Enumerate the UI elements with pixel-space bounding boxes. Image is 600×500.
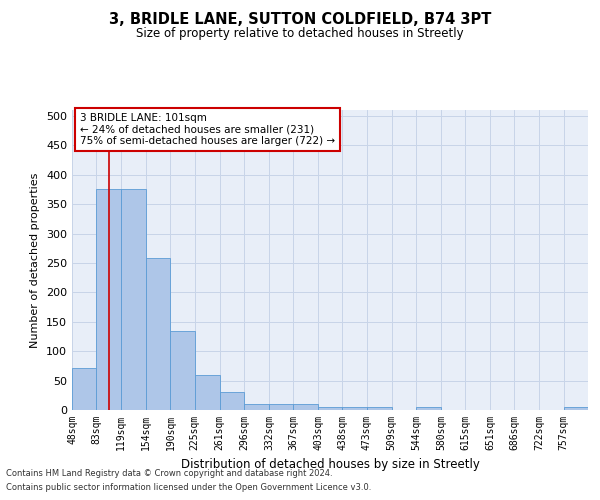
- Y-axis label: Number of detached properties: Number of detached properties: [31, 172, 40, 348]
- Bar: [416, 407, 441, 410]
- Text: 3 BRIDLE LANE: 101sqm
← 24% of detached houses are smaller (231)
75% of semi-det: 3 BRIDLE LANE: 101sqm ← 24% of detached …: [80, 113, 335, 146]
- Bar: [318, 407, 343, 410]
- Text: Size of property relative to detached houses in Streetly: Size of property relative to detached ho…: [136, 28, 464, 40]
- Bar: [72, 368, 96, 410]
- Bar: [343, 407, 367, 410]
- Bar: [146, 258, 170, 410]
- Bar: [195, 374, 220, 410]
- Bar: [244, 404, 269, 410]
- Bar: [564, 407, 588, 410]
- Text: Contains HM Land Registry data © Crown copyright and database right 2024.: Contains HM Land Registry data © Crown c…: [6, 468, 332, 477]
- Bar: [170, 330, 195, 410]
- Text: Contains public sector information licensed under the Open Government Licence v3: Contains public sector information licen…: [6, 484, 371, 492]
- Bar: [367, 407, 392, 410]
- X-axis label: Distribution of detached houses by size in Streetly: Distribution of detached houses by size …: [181, 458, 479, 471]
- Bar: [121, 190, 146, 410]
- Bar: [220, 392, 244, 410]
- Bar: [96, 190, 121, 410]
- Text: 3, BRIDLE LANE, SUTTON COLDFIELD, B74 3PT: 3, BRIDLE LANE, SUTTON COLDFIELD, B74 3P…: [109, 12, 491, 28]
- Bar: [293, 404, 318, 410]
- Bar: [269, 404, 293, 410]
